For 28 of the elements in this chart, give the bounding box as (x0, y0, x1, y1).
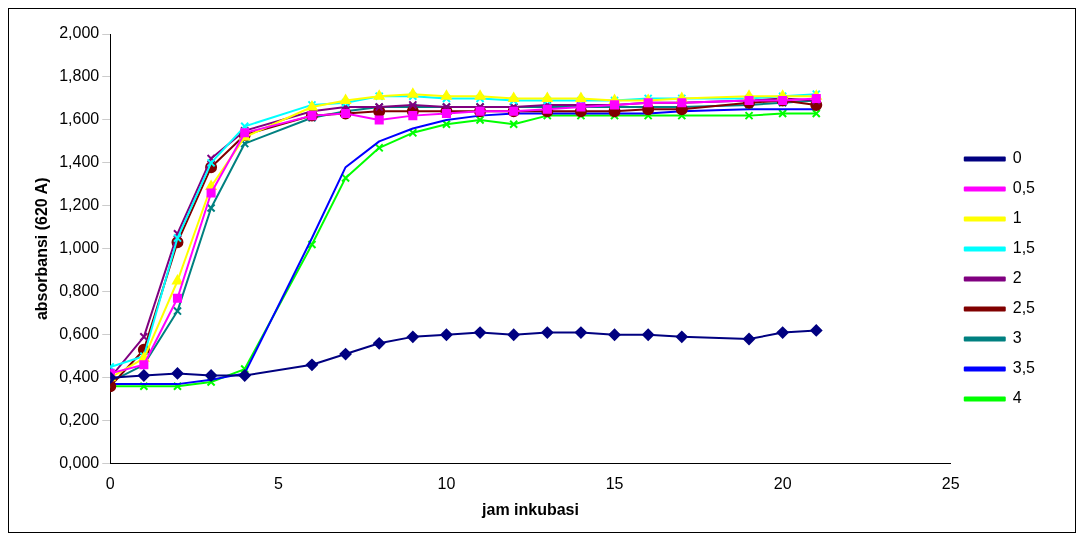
legend-label: 3 (1012, 329, 1022, 347)
y-tick-label: 1,000 (59, 239, 100, 257)
x-tick-label: 5 (273, 474, 283, 492)
y-tick-label: 0,400 (59, 368, 100, 386)
y-tick-label: 1,600 (59, 110, 100, 128)
y-tick-label: 0,800 (59, 282, 100, 300)
x-tick-label: 20 (773, 474, 792, 492)
x-tick-label: 25 (941, 474, 960, 492)
legend-label: 2,5 (1012, 299, 1036, 317)
x-tick-label: 15 (605, 474, 624, 492)
y-axis-title: absorbansi (620 A) (33, 177, 51, 321)
legend-label: 4 (1012, 389, 1022, 407)
y-tick-label: 1,800 (59, 67, 100, 85)
y-tick-label: 0,600 (59, 325, 100, 343)
legend-label: 3,5 (1012, 359, 1036, 377)
legend-label: 1,5 (1012, 239, 1036, 257)
x-axis-title: jam inkubasi (481, 500, 579, 518)
y-tick-label: 1,400 (59, 153, 100, 171)
legend-label: 1 (1012, 209, 1022, 227)
legend-label: 0 (1012, 149, 1022, 167)
y-tick-label: 0,000 (59, 454, 100, 472)
y-tick-label: 2,000 (59, 24, 100, 42)
x-tick-label: 10 (437, 474, 456, 492)
y-tick-label: 0,200 (59, 411, 100, 429)
legend-label: 0,5 (1012, 179, 1036, 197)
x-tick-label: 0 (105, 474, 115, 492)
y-tick-label: 1,200 (59, 196, 100, 214)
legend-label: 2 (1012, 269, 1022, 287)
